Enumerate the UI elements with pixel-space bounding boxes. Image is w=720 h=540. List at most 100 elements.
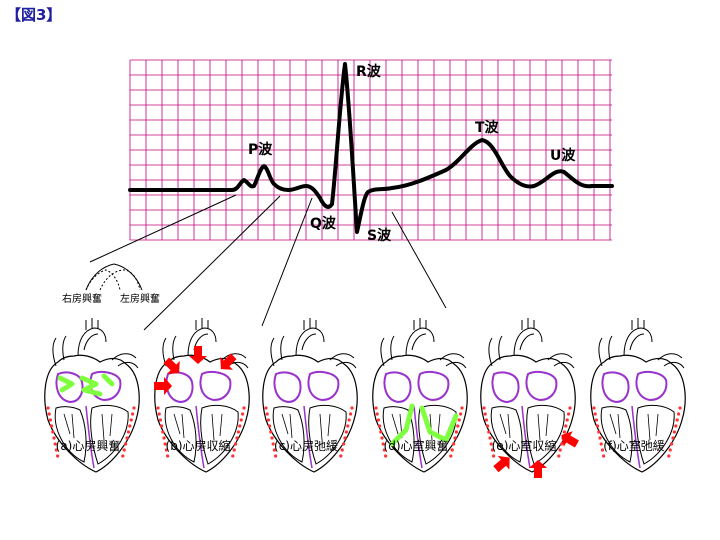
myocardium-dot [266,418,270,422]
panel-caption: (f)心室弛緩 [603,438,665,453]
panel-caption: (e)心室収縮 [492,438,557,453]
right-atrium [273,371,302,404]
arch-branches [85,318,99,330]
aortic-arch [513,327,543,357]
pulmonary-vessels [111,353,139,369]
myocardium-dot [350,406,354,410]
myocardium-dot [268,424,272,428]
septum [413,405,423,469]
myocardium-dot [129,418,133,422]
arch-branches [413,318,427,330]
pulmonary-vessels [547,353,575,369]
myocardium-dot [384,454,388,458]
myocardium-dot [51,430,55,434]
myocardium-dot [340,448,344,452]
right-ventricle [600,406,633,463]
myocardium-dot [677,412,681,416]
r-wave-label: R波 [356,63,382,80]
myocardium-dot [558,448,562,452]
arrow-shape [561,431,579,448]
arch-branches [521,318,535,330]
myocardium-dot [671,436,675,440]
figure-title: 【図3】 [6,6,62,24]
panel-caption: (a)心房興奮 [56,438,121,453]
myocardium-dot [382,448,386,452]
q-wave-label: Q波 [310,215,337,232]
aortic-arch [77,327,107,357]
myocardium-dot [274,454,278,458]
myocardium-dot [672,430,676,434]
panel-caption: (b)心房収縮 [166,438,231,453]
atrial-excitation-marks [57,373,115,397]
myocardium-dot [674,424,678,428]
myocardium-dot [157,412,161,416]
myocardium-dot [234,442,238,446]
p-wave-label: P波 [248,141,273,158]
panel-caption: (c)心房弛緩 [274,438,338,453]
left-ventricle [526,404,565,465]
right-atrium [601,371,630,404]
right-ventricle [164,406,197,463]
myocardium-dot [487,430,491,434]
myocardium-dot [53,442,57,446]
myocardium-dot [598,436,602,440]
myocardium-dot [454,430,458,434]
myocardium-dot [600,448,604,452]
myocardium-dot [597,430,601,434]
heart-panels: (a)心房興奮 (b)心房収縮 (c)心房弛緩 (d)心室興奮 (e)心室収縮 (f)心室… [44,318,686,478]
myocardium-dot [166,454,170,458]
myocardium-dot [492,454,496,458]
myocardium-dot [599,442,603,446]
septum [303,405,313,469]
myocardium-dot [596,424,600,428]
myocardium-dot [265,412,269,416]
arch-branches [303,318,317,330]
myocardium-dot [678,406,682,410]
right-ventricle [272,406,305,463]
left-ventricle [636,404,675,465]
myocardium-dot [565,418,569,422]
vena-cava [488,335,503,367]
septum [521,405,531,469]
myocardium-dot [339,454,343,458]
myocardium-dot [121,454,125,458]
aortic-arch [295,327,325,357]
myocardium-dot [269,430,273,434]
pulmonary-vessels [439,353,467,369]
aortic-arch [623,327,653,357]
myocardium-dot [124,442,128,446]
myocardium-dot [490,448,494,452]
myocardium-dot [271,442,275,446]
myocardium-dot [163,442,167,446]
myocardium-dot [449,454,453,458]
myocardium-dot [675,418,679,422]
pulmonary-vessels [329,353,357,369]
myocardium-dot [483,412,487,416]
myocardium-dot [158,418,162,422]
vena-cava [380,335,395,367]
right-atrium [55,371,84,404]
left-atrial-dashed-curve [99,269,141,291]
myocardium-dot [460,406,464,410]
myocardium-dot [486,424,490,428]
myocardium-dot [161,430,165,434]
myocardium-dot [242,406,246,410]
contraction-arrow [220,353,237,370]
atrial-excitation-waves: 右房興奮 左房興奮 [62,263,160,305]
myocardium-dot [482,406,486,410]
septum [85,405,95,469]
panel-caption: (d)心室興奮 [384,438,449,453]
myocardium-dot [489,442,493,446]
chordae [173,413,223,441]
chordae [391,413,441,441]
arrow-shape [163,357,180,374]
myocardium-dot [564,424,568,428]
arrow-shape [189,346,207,364]
vena-cava [52,335,67,367]
connector-a [89,194,237,263]
pulmonary-vessels [657,353,685,369]
myocardium-dot [126,430,130,434]
myocardium-dot [47,412,51,416]
myocardium-dot [592,406,596,410]
myocardium-dot [668,448,672,452]
